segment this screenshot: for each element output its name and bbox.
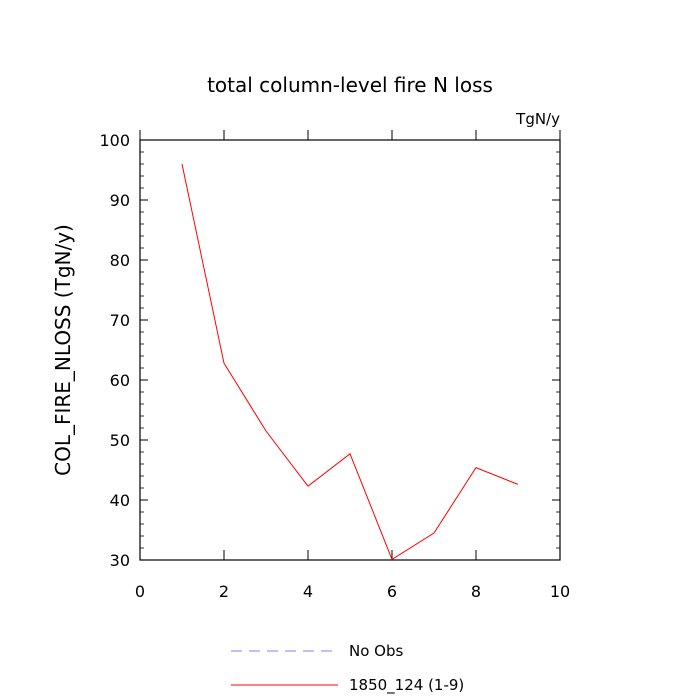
y-tick-label: 90 (110, 191, 130, 210)
y-tick-label: 80 (110, 251, 130, 270)
chart-title: total column-level fire N loss (207, 73, 493, 97)
legend-label: No Obs (349, 642, 403, 660)
x-tick-label: 8 (471, 582, 481, 601)
legend-label: 1850_124 (1-9) (349, 676, 464, 695)
data-point (517, 483, 520, 486)
y-tick-label: 40 (110, 491, 130, 510)
series-layer (181, 163, 520, 561)
data-point (223, 362, 226, 365)
data-point (475, 466, 478, 469)
y-tick-label: 60 (110, 371, 130, 390)
y-tick-label: 70 (110, 311, 130, 330)
data-point (265, 430, 268, 433)
data-point (307, 485, 310, 488)
x-tick-label: 6 (387, 582, 397, 601)
x-tick-label: 10 (550, 582, 570, 601)
x-tick-label: 0 (135, 582, 145, 601)
data-point (181, 163, 184, 166)
x-tick-label: 2 (219, 582, 229, 601)
legend: No Obs 1850_124 (1-9) (231, 642, 464, 695)
series-line (181, 163, 519, 561)
data-point (433, 532, 436, 535)
y-tick-label: 30 (110, 551, 130, 570)
axis-tick-labels: 30 40 50 60 70 80 90 100 0 2 4 6 8 10 (99, 131, 570, 601)
plot-frame (139, 139, 561, 561)
axis-ticks (139, 130, 561, 561)
data-point (391, 558, 394, 561)
y-axis-label: COL_FIRE_NLOSS (TgN/y) (51, 224, 75, 476)
y-tick-label: 100 (99, 131, 130, 150)
y-tick-label: 50 (110, 431, 130, 450)
data-point (349, 452, 352, 455)
units-label: TgN/y (515, 110, 560, 128)
x-tick-label: 4 (303, 582, 313, 601)
